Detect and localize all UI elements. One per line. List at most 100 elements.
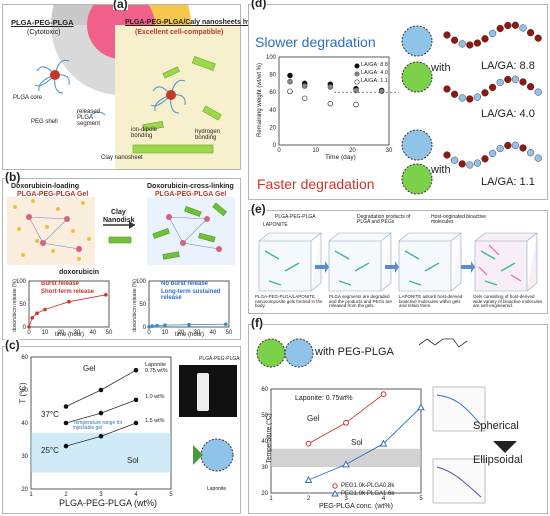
b-left-x-tick-label: 10: [42, 330, 49, 336]
data-point: [63, 443, 69, 449]
panel-b: (b) Doxorubicin-loading PLGA-PEG-PLGA Ge…: [2, 171, 241, 340]
gel-sphere: [256, 338, 286, 368]
polymer-bead: [504, 21, 512, 30]
right-ylabel: doxorubicin release (%): [131, 279, 138, 332]
la-88-label: LA/GA: 8.8: [481, 60, 535, 72]
released-segment-label: released PLGA segment: [77, 109, 101, 127]
polymer-bead: [534, 88, 542, 96]
data-point: [378, 88, 385, 95]
legend-marker: [354, 71, 360, 77]
polymer-bead: [443, 151, 451, 159]
top-label-2: LAPONITE: [263, 222, 288, 228]
data-point: [342, 460, 350, 468]
plga-core-label: PLGA core: [13, 95, 43, 101]
with-label-1: with: [431, 62, 451, 74]
polymer-bead: [451, 90, 459, 98]
b-left-x-tick-label: 20: [58, 330, 65, 336]
legend-2: PEG1.0k-PLGA1.6k: [341, 491, 395, 497]
nanocomposite-sphere: [401, 129, 433, 161]
data-point: [63, 404, 69, 409]
panel-e-illustration: [258, 232, 538, 292]
c-y-tick-label: 20: [21, 487, 28, 493]
polymer-bead: [451, 156, 459, 164]
top-label-3: Degradation products of PLGA and PEGs: [357, 214, 411, 225]
legend-1: PEG1.0k-PLGA0.8k: [341, 483, 395, 489]
chemical-structure: [418, 338, 468, 348]
xlabel: PEG-PLGA conc. (wt%): [319, 503, 393, 510]
annotation-2: 1.0 wt%: [145, 394, 165, 400]
c-y-tick-label: 40: [21, 421, 28, 427]
d-x-tick-label: 30: [386, 148, 393, 154]
d-y-tick-label: 100: [266, 55, 277, 61]
data-point: [30, 316, 34, 320]
arrow-label-2: Nanodisk: [103, 217, 135, 224]
left-subtitle: (Cytotoxic): [27, 29, 61, 36]
data-point: [147, 325, 151, 329]
polymer-bead: [511, 21, 520, 29]
d-y-tick-label: 20: [269, 125, 276, 131]
data-point: [327, 84, 334, 90]
b-right-y-tick-label: 100: [136, 279, 147, 285]
polymer-bead: [489, 83, 497, 92]
data-point: [150, 324, 154, 328]
xlabel: Time (day): [325, 154, 356, 161]
panel-label: (a): [113, 0, 128, 11]
sol-label: Sol: [351, 438, 363, 447]
with-label-2: with: [431, 164, 451, 176]
ylabel: T (°C): [18, 382, 28, 404]
polymer-bead: [511, 141, 520, 149]
data-point: [98, 433, 104, 439]
data-point: [35, 311, 39, 315]
series-line: [308, 406, 422, 481]
data-point: [27, 325, 31, 329]
laponite-label: Laponite: 0.75wt%: [295, 395, 353, 402]
data-point: [417, 403, 425, 411]
c-x-tick-label: 1: [29, 492, 33, 498]
polymer-bead: [451, 36, 459, 44]
left-title-1: Doxorubicin-loading: [11, 183, 80, 190]
f-y-tick-label: 60: [261, 387, 268, 393]
top-label-4: Host-originated bioactive molecules: [431, 214, 487, 225]
f-x-tick-label: 2: [307, 496, 311, 502]
d-x-tick-label: 0: [277, 148, 281, 154]
polymer-bead: [527, 29, 535, 37]
polymer-bead: [466, 95, 474, 103]
polymer-bead: [473, 39, 482, 47]
xlabel: PLGA-PEG-PLGA (wt%): [59, 498, 158, 508]
right-xlabel: time (hour): [175, 332, 205, 338]
panel-label: (b): [5, 170, 21, 184]
b-left-y-tick-label: 100: [16, 279, 27, 285]
inset-label: PLGA-PEG-PLGA: [199, 356, 240, 362]
c-x-tick-label: 5: [169, 492, 173, 498]
panel-a: (a) PLGA-PEG-PLGA (Cytotoxic) PLGA-PEG-P…: [2, 0, 264, 170]
d-x-tick-label: 20: [349, 148, 356, 154]
gel-label: Gel: [83, 364, 96, 373]
b-left-x-tick-label: 0: [27, 330, 31, 336]
polymer-bead: [527, 83, 535, 91]
data-point: [63, 420, 69, 426]
right-check-2: Long-term sustained release: [161, 289, 221, 301]
data-point: [133, 367, 139, 373]
spherical-label: Spherical: [473, 420, 519, 432]
b-left-x-tick-label: 50: [106, 330, 113, 336]
nanocomposite-sphere: [401, 25, 433, 57]
panel-e: (e) PLGA-PEG-PLGA LAPONITE Degradation p…: [248, 203, 548, 314]
polymer-bead: [511, 75, 520, 83]
d-y-tick-label: 80: [269, 73, 276, 79]
f-x-tick-label: 3: [344, 496, 348, 502]
ellipsoidal-label: Ellipsoidal: [473, 454, 523, 466]
polymer-bead: [519, 78, 527, 86]
c-x-tick-label: 4: [134, 492, 138, 498]
data-point: [304, 475, 313, 483]
caption-4: Gels consisting of host-derived wide var…: [473, 294, 543, 308]
top-label-1: PLGA-PEG-PLGA: [275, 214, 316, 220]
data-point: [98, 387, 104, 393]
left-check-2: Short-term release: [41, 289, 95, 295]
left-ylabel: doxorubicin release (%): [11, 279, 18, 332]
polymer-bead: [527, 149, 535, 157]
saxs-curve: [436, 394, 482, 426]
d-y-tick-label: 60: [269, 90, 276, 96]
ylabel: Temperature (°C): [265, 413, 273, 464]
nanocomposite-sphere: [401, 61, 433, 93]
t25-label: 25°C: [41, 446, 59, 455]
